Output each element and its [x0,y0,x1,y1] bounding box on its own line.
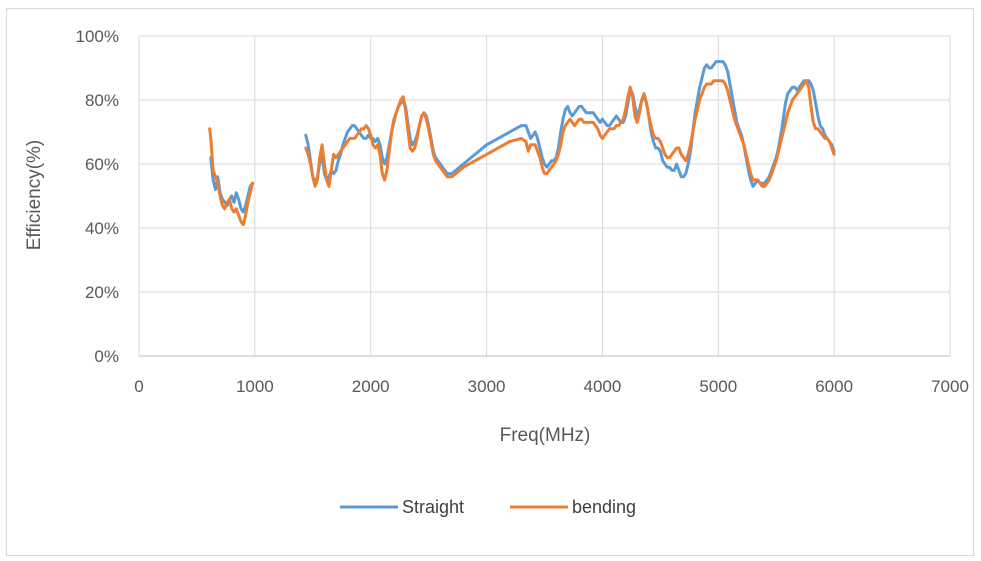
y-axis-title: Efficiency(%) [24,140,45,251]
y-tick-label: 80% [85,91,119,110]
legend: Straight bending [340,497,636,517]
x-tick-label: 6000 [815,377,853,396]
chart-frame [6,8,974,556]
x-tick-label: 4000 [584,377,622,396]
y-tick-label: 20% [85,283,119,302]
series-straight-line [209,156,254,214]
y-tick-labels: 0% 20% 40% 60% 80% 100% [76,27,119,366]
series-straight-line [304,60,836,188]
series-bending-line [304,79,836,188]
legend-label-straight: Straight [402,497,464,517]
x-tick-label: 5000 [699,377,737,396]
y-tick-label: 60% [85,155,119,174]
axes [138,36,950,357]
y-tick-label: 100% [76,27,119,46]
y-tick-label: 40% [85,219,119,238]
x-tick-label: 1000 [236,377,274,396]
x-tick-label: 3000 [468,377,506,396]
legend-label-bending: bending [572,497,636,517]
gridlines [139,35,951,356]
series-lines [208,60,836,227]
y-tick-label: 0% [94,347,119,366]
x-tick-labels: 0 1000 2000 3000 4000 5000 6000 7000 [134,377,969,396]
x-tick-label: 2000 [352,377,390,396]
series-bending-line [208,127,254,227]
x-tick-label: 7000 [931,377,969,396]
x-axis-title: Freq(MHz) [500,425,591,446]
x-tick-label: 0 [134,377,143,396]
